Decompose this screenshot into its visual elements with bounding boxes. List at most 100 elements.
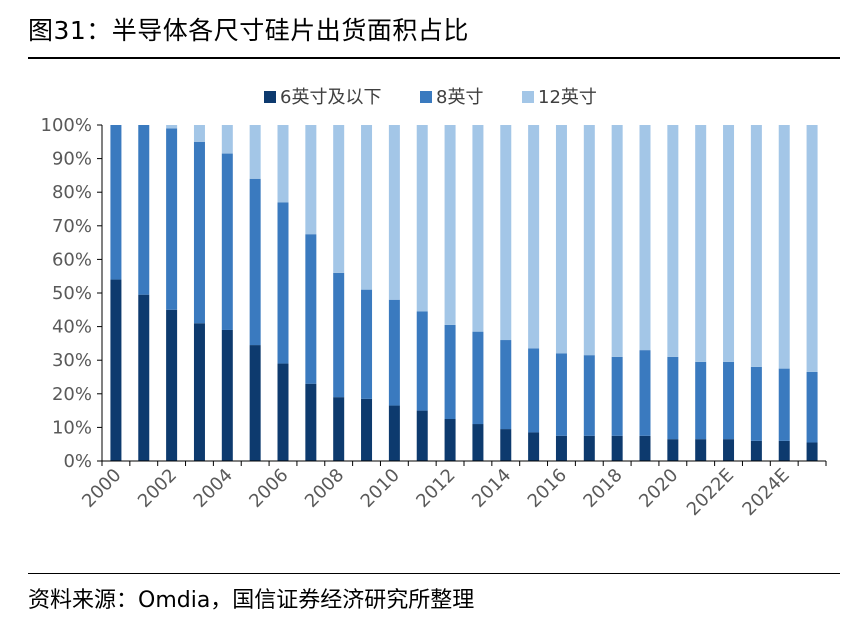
bar-2024E-series-2 (778, 125, 790, 369)
bar-2000-series-0 (110, 279, 122, 461)
x-tick-label: 2018 (579, 465, 626, 512)
bar-2005-series-0 (249, 345, 261, 461)
bar-2012-series-2 (444, 125, 456, 325)
bar-2012-series-0 (444, 419, 456, 461)
y-tick-label: 20% (52, 384, 92, 405)
legend: 6英寸及以下 8英寸 12英寸 (264, 87, 597, 108)
x-tick-label: 2004 (190, 465, 237, 512)
bar-2009-series-1 (361, 289, 373, 399)
bar-2011-series-2 (416, 125, 428, 312)
bar-2010-series-1 (388, 299, 400, 406)
bar-2015-series-0 (528, 432, 540, 461)
bar-2008-series-2 (333, 125, 345, 273)
bar-2023E-series-2 (750, 125, 762, 367)
bar-2006-series-0 (277, 363, 289, 461)
bar-2020-series-0 (667, 439, 679, 461)
bar-2021-series-1 (695, 361, 707, 440)
bar-2007-series-2 (305, 125, 317, 235)
bar-2018-series-2 (611, 125, 623, 357)
bar-2006-series-2 (277, 125, 289, 203)
bar-2004-series-1 (221, 153, 233, 330)
bar-2007-series-0 (305, 383, 317, 461)
bar-2017-series-2 (583, 125, 595, 356)
bar-2003-series-2 (193, 125, 205, 142)
bar-2015-series-1 (528, 348, 540, 433)
source-note: 资料来源：Omdia，国信证券经济研究所整理 (28, 588, 475, 613)
bar-2013-series-0 (472, 424, 484, 461)
bar-2010-series-0 (388, 405, 400, 461)
bar-2016-series-1 (555, 353, 567, 436)
x-tick-label: 2012 (412, 465, 459, 512)
bar-2014-series-0 (500, 429, 512, 461)
x-tick-label: 2008 (301, 465, 348, 512)
bar-2011-series-0 (416, 410, 428, 461)
bar-2013-series-2 (472, 125, 484, 332)
bar-2002-series-0 (166, 309, 178, 461)
bar-2004-series-2 (221, 125, 233, 154)
bar-2014-series-2 (500, 125, 512, 341)
bar-2005-series-2 (249, 125, 261, 179)
legend-label-0: 6英寸及以下 (280, 87, 381, 108)
bar-2017-series-1 (583, 355, 595, 436)
bar-2016-series-2 (555, 125, 567, 354)
chart-title: 图31：半导体各尺寸硅片出货面积占比 (28, 16, 469, 45)
x-tick-label: 2016 (524, 465, 571, 512)
legend-swatch-0 (264, 91, 276, 103)
bar-2008-series-1 (333, 272, 345, 398)
y-tick-label: 60% (52, 249, 92, 270)
stacked-bar-chart: 6英寸及以下 8英寸 12英寸 0% 10% 20% 30% 40% 50% 60% 70% 80%… (41, 87, 827, 520)
bar-2023E-series-0 (750, 440, 762, 461)
y-tick-label: 100% (41, 115, 92, 136)
bar-2013-series-1 (472, 331, 484, 425)
bar-2020-series-2 (667, 125, 679, 357)
x-tick-label: 2010 (357, 465, 404, 512)
bar-2009-series-0 (361, 398, 373, 461)
bar-2004-series-0 (221, 329, 233, 461)
title-rule (28, 57, 840, 59)
bar-2015-series-2 (528, 125, 540, 349)
legend-swatch-2 (522, 91, 534, 103)
legend-label-2: 12英寸 (538, 87, 597, 108)
y-axis: 0% 10% 20% 30% 40% 50% 60% 70% 80% 90% 100% (41, 115, 103, 472)
y-tick-label: 30% (52, 350, 92, 371)
bar-2022E-series-2 (723, 125, 735, 362)
bar-2014-series-1 (500, 340, 512, 430)
bar-2019-series-1 (639, 350, 651, 436)
y-tick-label: 10% (52, 417, 92, 438)
legend-label-1: 8英寸 (436, 87, 483, 108)
x-axis: 2000 2002 2004 2006 2008 2010 2012 2014 2016 2018… (78, 460, 827, 520)
bar-2018-series-1 (611, 356, 623, 436)
bar-2011-series-1 (416, 311, 428, 411)
bar-2025E-series-2 (806, 125, 818, 372)
legend-swatch-1 (420, 91, 432, 103)
x-tick-label: 2020 (635, 465, 682, 512)
x-tick-label: 2014 (468, 465, 515, 512)
bar-2002-series-1 (166, 128, 178, 310)
x-tick-label: 2006 (245, 465, 292, 512)
bar-2021-series-2 (695, 125, 707, 362)
bar-2001-series-1 (138, 125, 150, 295)
bar-2024E-series-1 (778, 368, 790, 441)
bar-2016-series-0 (555, 435, 567, 461)
y-tick-label: 0% (63, 451, 92, 472)
bar-2025E-series-0 (806, 442, 818, 461)
x-tick-label: 2002 (134, 465, 181, 512)
bar-2001-series-0 (138, 294, 150, 461)
bar-2020-series-1 (667, 356, 679, 440)
bar-2025E-series-1 (806, 371, 818, 443)
bar-2012-series-1 (444, 324, 456, 419)
y-tick-label: 70% (52, 216, 92, 237)
bar-2022E-series-0 (723, 439, 735, 461)
bar-2002-series-2 (166, 125, 178, 129)
bar-2005-series-1 (249, 178, 261, 346)
bar-2003-series-1 (193, 141, 205, 324)
bar-2019-series-2 (639, 125, 651, 351)
bar-2021-series-0 (695, 439, 707, 461)
y-tick-label: 80% (52, 182, 92, 203)
bar-2018-series-0 (611, 435, 623, 461)
x-tick-label: 2022E (683, 465, 738, 520)
bar-2000-series-1 (110, 125, 122, 280)
bar-2003-series-0 (193, 323, 205, 461)
bars (110, 125, 818, 461)
bar-2010-series-2 (388, 125, 400, 300)
